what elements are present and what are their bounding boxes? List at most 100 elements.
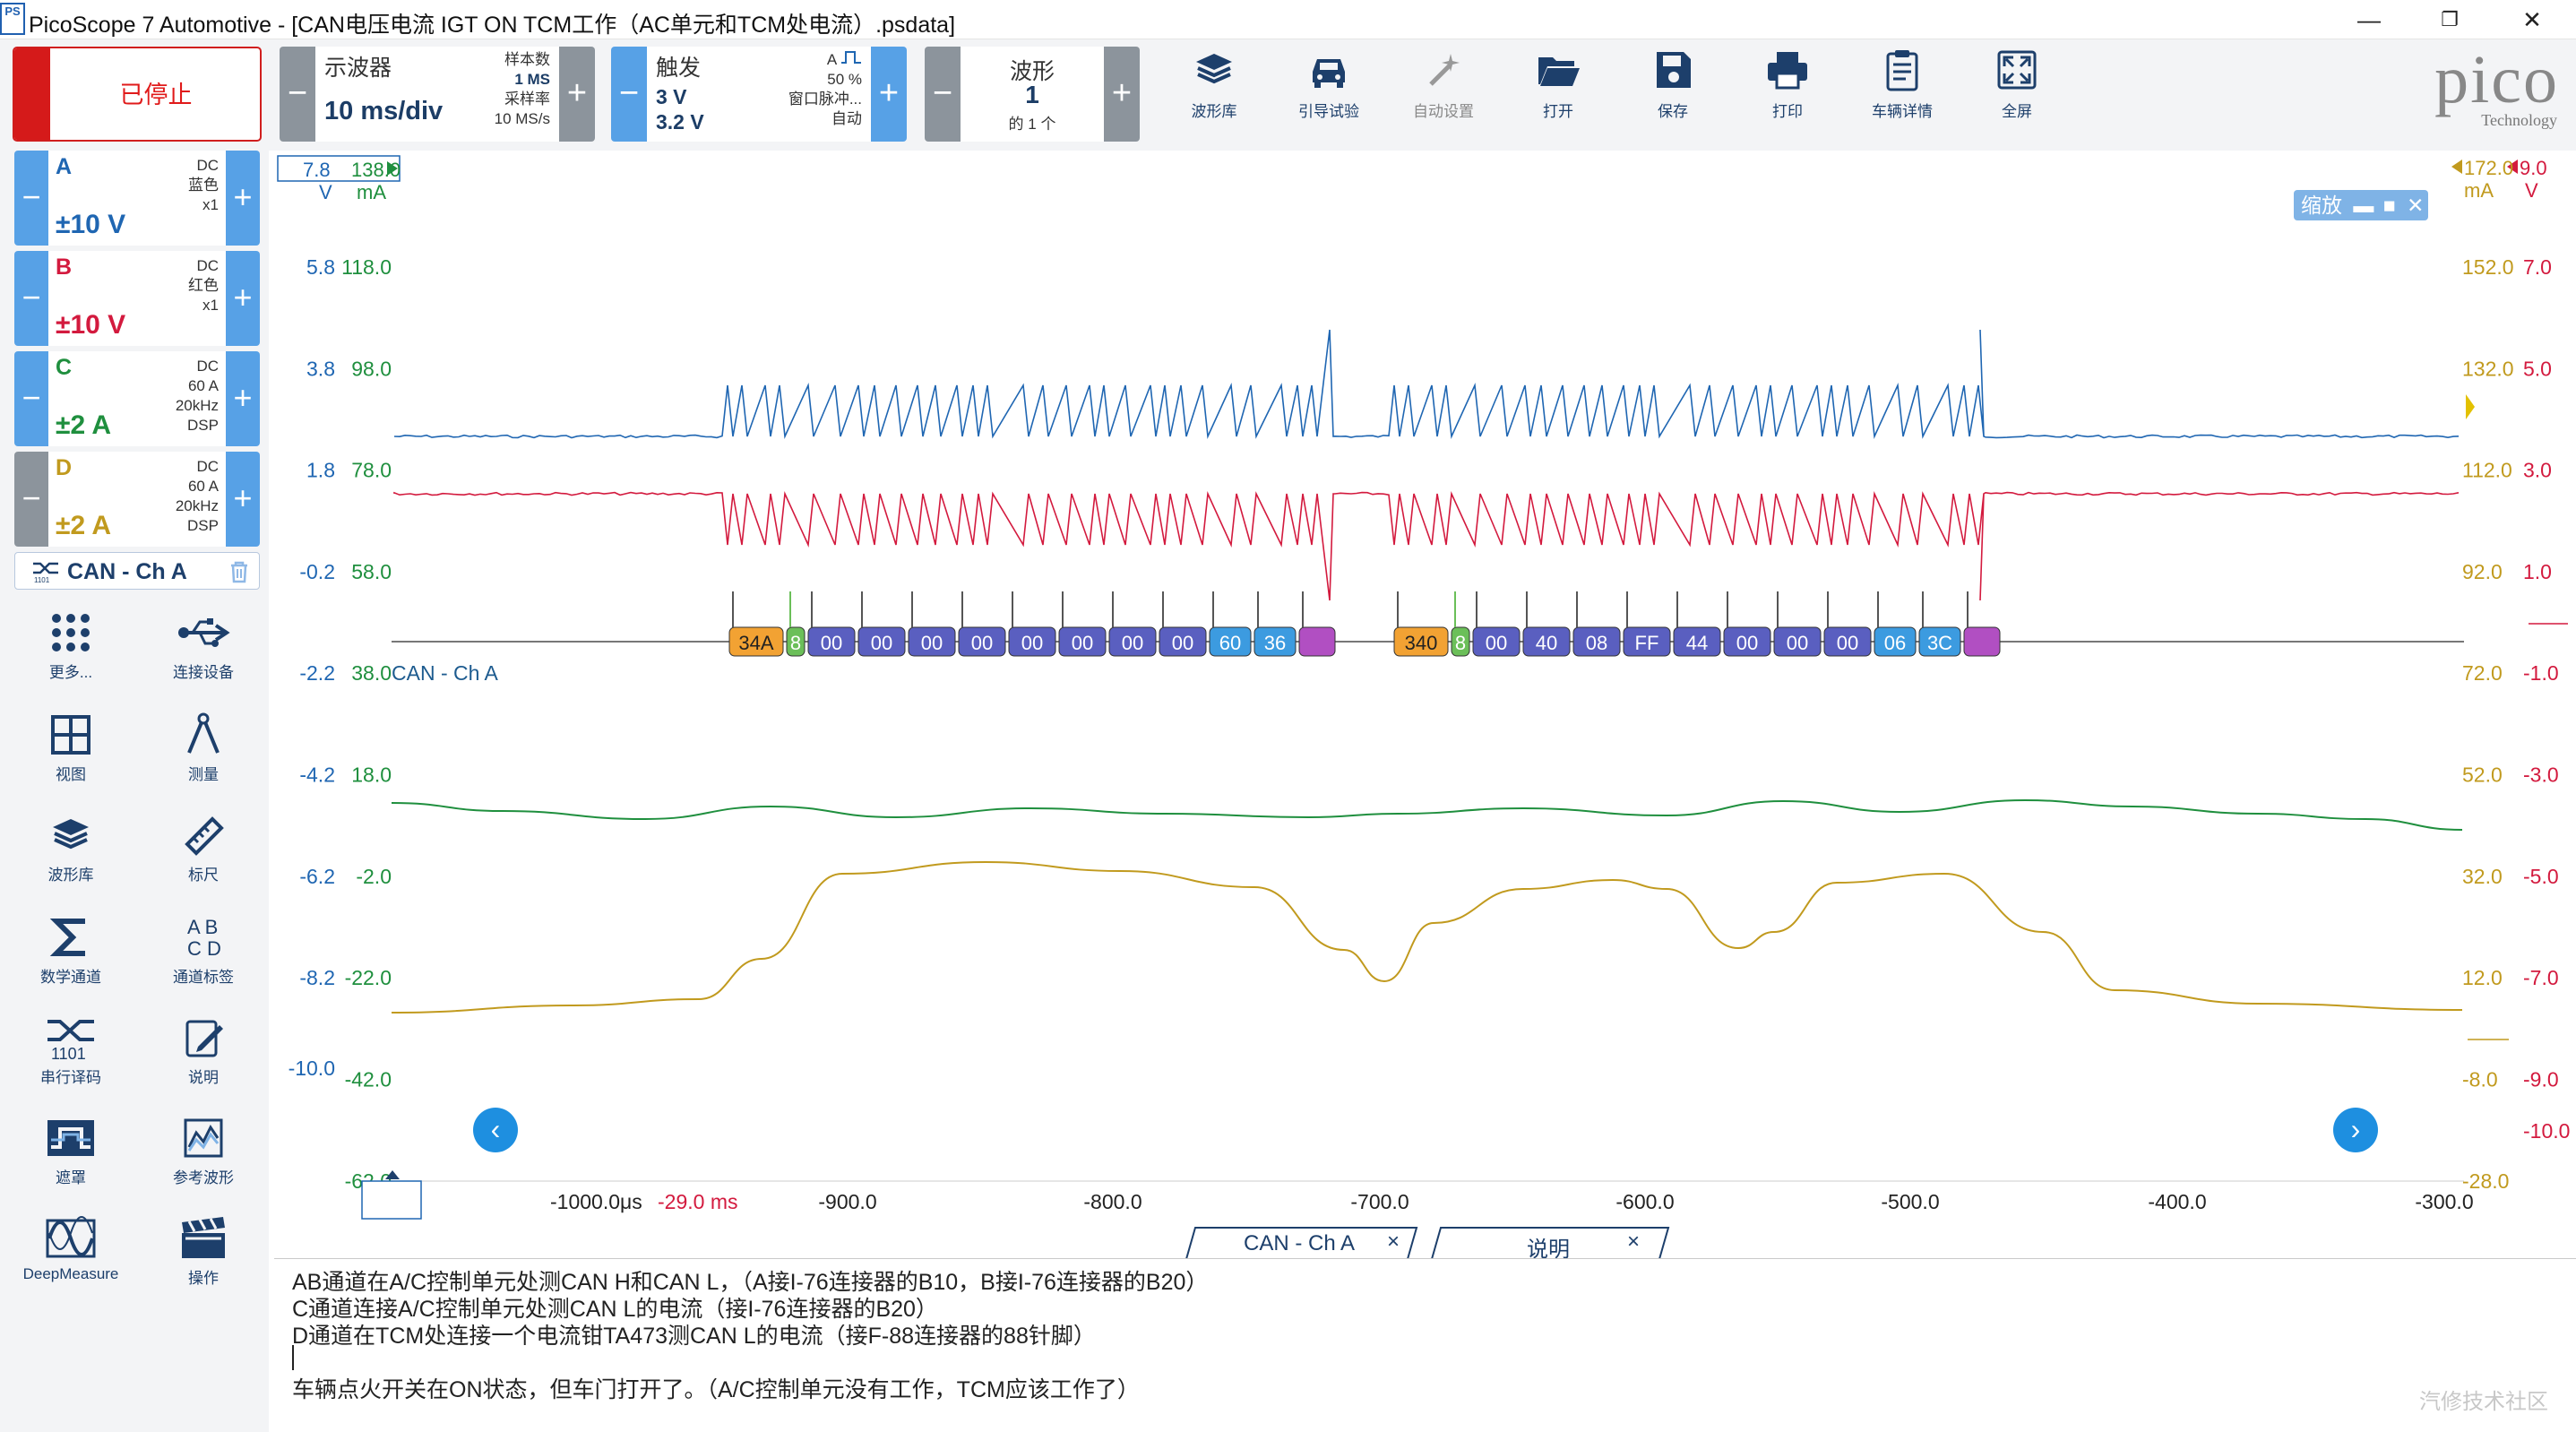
run-stop-button[interactable]: 已停止 <box>13 47 262 142</box>
channel-c-decrease-button[interactable]: − <box>14 351 48 446</box>
can-field-text: 340 <box>1405 632 1438 654</box>
reference-waveform-button[interactable]: 参考波形 <box>145 1115 262 1208</box>
restore-button[interactable]: ❐ <box>2441 8 2459 30</box>
ruler-button[interactable]: 标尺 <box>145 812 262 905</box>
tab-notes-close-icon[interactable]: × <box>1627 1229 1641 1254</box>
tab-notes[interactable]: 说明 <box>1527 1238 1570 1262</box>
connect-device-button[interactable]: 连接设备 <box>145 609 262 703</box>
channel-d-increase-button[interactable]: + <box>226 452 260 547</box>
tab-can-close-icon[interactable]: × <box>1387 1229 1400 1254</box>
axis-top-right-ma: 172.0 <box>2464 157 2513 179</box>
scope-view[interactable] <box>274 151 2576 1226</box>
measure-button[interactable]: 测量 <box>145 712 262 805</box>
zoom-square-icon[interactable]: ■ <box>2382 194 2396 217</box>
channel-b-coupling[interactable]: DC <box>196 257 219 274</box>
can-field-text: 60 <box>1219 632 1241 654</box>
channel-c-coupling[interactable]: DC <box>196 358 219 375</box>
left-ma-tick-label: 38.0 <box>351 661 392 685</box>
channel-c-increase-button[interactable]: + <box>226 351 260 446</box>
view-button[interactable]: 视图 <box>13 712 129 805</box>
math-channel-button[interactable]: 数学通道 <box>13 914 129 1007</box>
trigger-decrease-button[interactable]: − <box>611 47 647 142</box>
timebase-decrease-button[interactable]: − <box>280 47 315 142</box>
right-v-tick-label: 1.0 <box>2523 560 2552 583</box>
serial-decode-button[interactable]: 1101 串行译码 <box>13 1014 129 1108</box>
trigger-channel[interactable]: A <box>826 51 837 68</box>
can-field-text: 00 <box>921 632 943 654</box>
trigger-level-a[interactable]: 3 V <box>656 85 687 108</box>
vehicle-details-button[interactable]: 车辆详情 <box>1853 47 1951 136</box>
channel-a-coupling[interactable]: DC <box>196 157 219 174</box>
auto-setup-button[interactable]: 自动设置 <box>1394 47 1493 136</box>
channel-d-range[interactable]: ±2 A <box>56 511 112 540</box>
right-ma-tick-label: 12.0 <box>2462 966 2503 989</box>
serial-decode-row[interactable]: 1101 CAN - Ch A <box>14 552 260 590</box>
print-button[interactable]: 打印 <box>1738 47 1837 136</box>
left-ma-tick-label: 58.0 <box>351 560 392 583</box>
deepmeasure-button[interactable]: DeepMeasure <box>13 1215 129 1308</box>
trigger-position-marker <box>361 1180 422 1220</box>
trash-icon[interactable] <box>228 560 250 583</box>
axis-top-left-v: 7.8 <box>303 159 331 181</box>
timebase-increase-button[interactable]: + <box>559 47 595 142</box>
trigger-mode[interactable]: 自动 <box>831 110 862 127</box>
samples-value[interactable]: 1 MS <box>514 71 550 88</box>
fullscreen-button[interactable]: 全屏 <box>1968 47 2066 136</box>
can-field-dlc <box>1451 626 1470 657</box>
can-field-text: 00 <box>971 632 993 654</box>
trigger-label: 触发 <box>656 56 702 81</box>
waveform-library-button[interactable]: 波形库 <box>13 812 129 905</box>
guided-test-label: 引导试验 <box>1298 103 1359 120</box>
library-button[interactable]: 波形库 <box>1165 47 1263 136</box>
bottom-tabs: CAN - Ch A × 说明 × <box>274 1224 2576 1262</box>
channel-a-range[interactable]: ±10 V <box>56 210 126 239</box>
channel-b-decrease-button[interactable]: − <box>14 251 48 346</box>
mask-button[interactable]: 遮罩 <box>13 1115 129 1208</box>
waveform-prev-button[interactable]: − <box>925 47 961 142</box>
trigger-level-b[interactable]: 3.2 V <box>656 110 704 134</box>
close-button[interactable]: ✕ <box>2522 6 2542 33</box>
channel-b-card[interactable]: − B DC 红色 x1 ±10 V + <box>14 251 260 346</box>
scroll-right-button[interactable]: › <box>2333 1108 2378 1152</box>
channel-labels-label: 通道标签 <box>173 969 234 986</box>
left-v-tick-label: -8.2 <box>299 966 335 989</box>
channel-b-range[interactable]: ±10 V <box>56 310 126 340</box>
waveform-index[interactable]: 1 <box>1025 81 1039 108</box>
channel-c-card[interactable]: − C DC 60 A 20kHz DSP ±2 A + <box>14 351 260 446</box>
timebase-value[interactable]: 10 ms/div <box>324 97 444 125</box>
can-field-crc <box>1209 626 1252 657</box>
channel-a-decrease-button[interactable]: − <box>14 151 48 246</box>
zoom-close-icon[interactable]: ✕ <box>2407 194 2425 217</box>
channel-c-range[interactable]: ±2 A <box>56 410 112 440</box>
axis-top-right-v: 9.0 <box>2520 157 2547 179</box>
trigger-type[interactable]: 窗口脉冲... <box>788 91 862 108</box>
trigger-increase-button[interactable]: + <box>871 47 907 142</box>
more-button[interactable]: 更多... <box>13 609 129 703</box>
zoom-minimize-icon[interactable]: ▬ <box>2353 194 2374 217</box>
save-button[interactable]: 保存 <box>1624 47 1722 136</box>
zoom-overview-badge[interactable]: 缩放 ▬ ■ ✕ <box>2294 190 2428 220</box>
can-field-text: 00 <box>1072 632 1093 654</box>
actions-button[interactable]: 操作 <box>145 1215 262 1308</box>
channel-d-decrease-button[interactable]: − <box>14 452 48 547</box>
open-button[interactable]: 打开 <box>1509 47 1607 136</box>
channel-b-increase-button[interactable]: + <box>226 251 260 346</box>
waveform-next-button[interactable]: + <box>1104 47 1140 142</box>
minimize-button[interactable]: — <box>2357 6 2381 33</box>
channel-d-card[interactable]: − D DC 60 A 20kHz DSP ±2 A + <box>14 452 260 547</box>
guided-test-button[interactable]: 引导试验 <box>1279 47 1378 136</box>
channel-a-card[interactable]: − A DC 蓝色 x1 ±10 V + <box>14 151 260 246</box>
can-field-text: 34A <box>738 632 773 654</box>
channel-a-increase-button[interactable]: + <box>226 151 260 246</box>
notes-panel[interactable]: AB通道在A/C控制单元处测CAN H和CAN L，（A接I-76连接器的B10… <box>274 1258 2576 1432</box>
channel-d-coupling[interactable]: DC <box>196 458 219 475</box>
notes-button[interactable]: 说明 <box>145 1014 262 1108</box>
tab-can-ch-a[interactable]: CAN - Ch A <box>1244 1231 1356 1255</box>
scroll-left-button[interactable]: ‹ <box>473 1108 518 1152</box>
can-field-d <box>908 626 956 657</box>
channel-b-color: 红色 <box>188 277 219 294</box>
right-v-tick-label: -9.0 <box>2523 1067 2559 1091</box>
axis-marker-c <box>387 161 398 176</box>
